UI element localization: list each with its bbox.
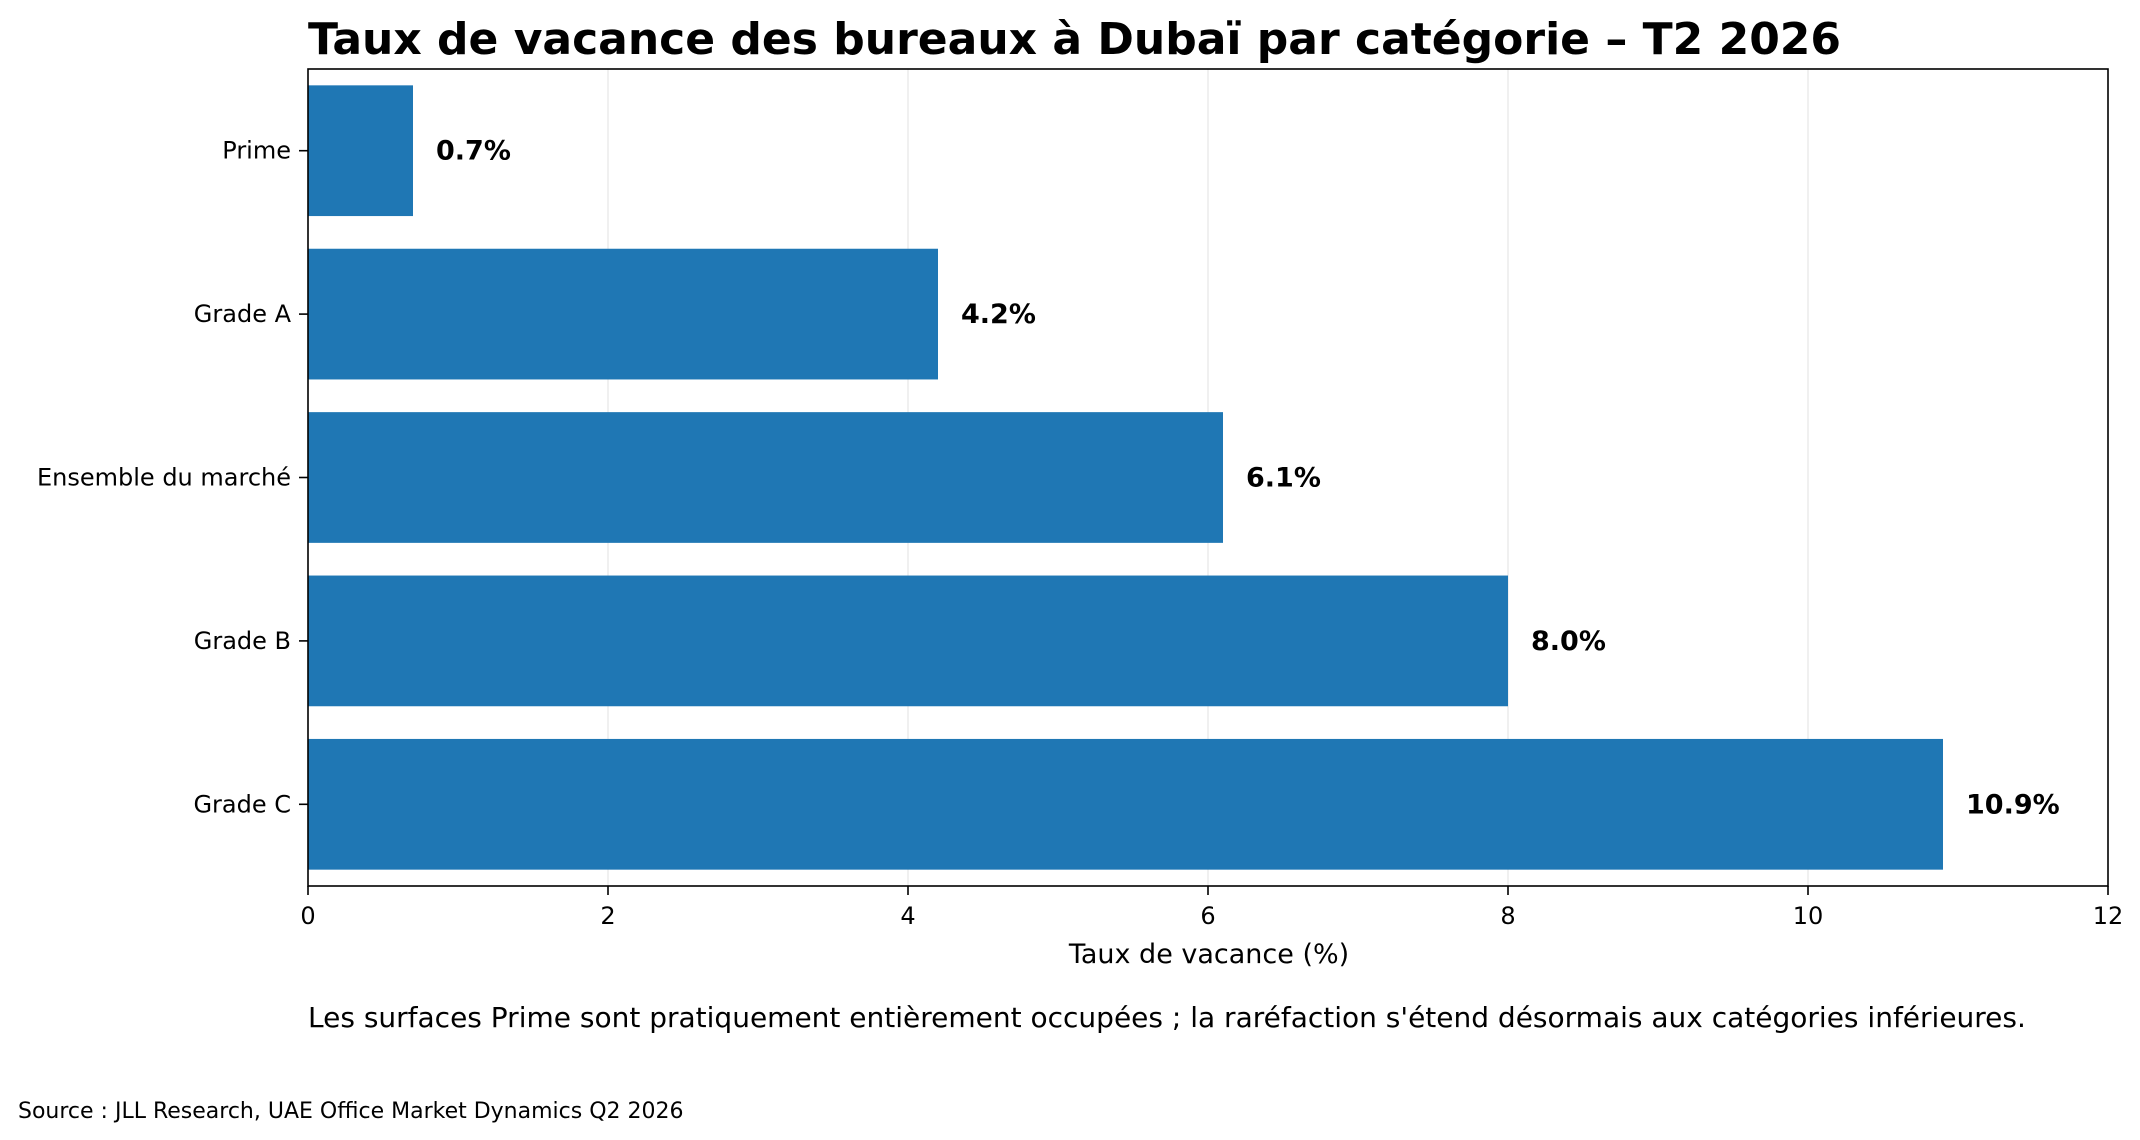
y-axis: Prime Grade A Ensemble du marché Grade B Gra… [37,137,308,818]
bars [308,85,1943,870]
bar-ensemble-du-march- [308,412,1223,543]
x-tick-label: 2 [600,902,615,930]
chart-source: Source : JLL Research, UAE Office Market… [18,1099,684,1124]
y-tick-label: Ensemble du marché [37,464,291,492]
y-tick-label: Prime [222,137,291,165]
x-tick-label: 6 [1200,902,1215,930]
bar-grade-a [308,248,938,380]
data-label: 0.7% [436,136,511,167]
bar-grade-b [308,575,1508,707]
x-tick-label: 8 [1500,902,1515,930]
data-label: 4.2% [961,299,1036,330]
data-label: 8.0% [1531,626,1606,657]
y-tick-label: Grade C [193,790,291,818]
x-axis: 0 2 4 6 8 10 12 [300,886,2123,930]
y-tick-label: Grade A [194,300,292,328]
y-tick-label: Grade B [194,627,291,655]
x-tick-label: 10 [1793,902,1824,930]
x-tick-label: 4 [900,902,915,930]
x-tick-label: 0 [300,902,315,930]
data-labels: 0.7% 4.2% 6.1% 8.0% 10.9% [436,136,2060,821]
bar-prime [308,85,413,217]
chart-title: Taux de vacance des bureaux à Dubaï par … [308,14,1841,65]
x-tick-label: 12 [2093,902,2124,930]
bar-grade-c [308,738,1943,870]
chart-annotation: Les surfaces Prime sont pratiquement ent… [308,1001,2026,1034]
data-label: 6.1% [1246,463,1321,494]
data-label: 10.9% [1966,789,2060,820]
x-axis-label: Taux de vacance (%) [1068,939,1349,970]
